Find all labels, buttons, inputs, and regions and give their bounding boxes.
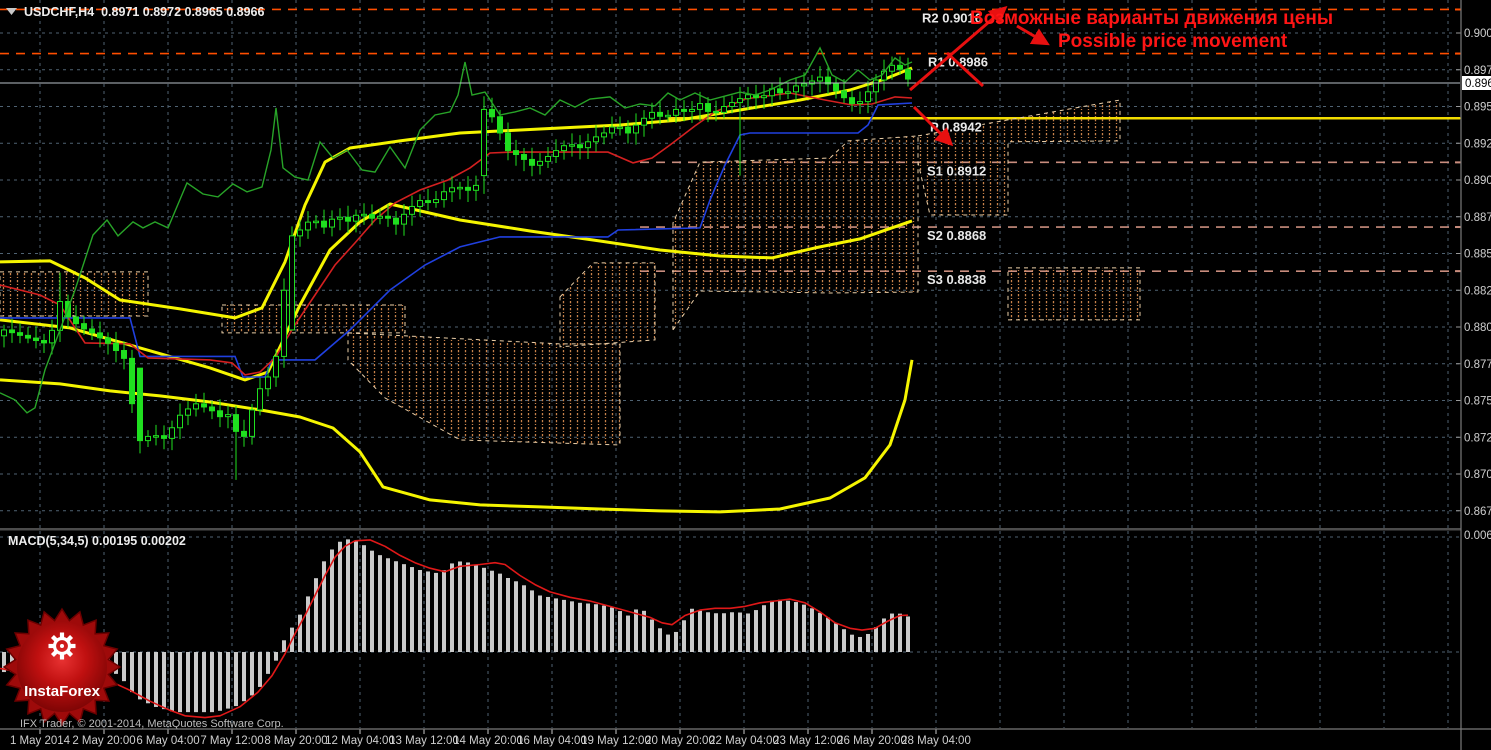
ichimoku-cloud-layer: [0, 99, 1141, 446]
svg-text:2 May 20:00: 2 May 20:00: [72, 735, 135, 747]
current-price-badge-text: 0.8966: [1465, 78, 1491, 90]
annotation-ru: Возможные варианты движения цены: [970, 8, 1333, 29]
svg-text:0.8925: 0.8925: [1464, 138, 1491, 150]
macd-label: MACD(5,34,5) 0.00195 0.00202: [8, 534, 186, 548]
svg-text:7 May 12:00: 7 May 12:00: [200, 735, 263, 747]
svg-text:0.8825: 0.8825: [1464, 285, 1491, 297]
svg-text:28 May 04:00: 28 May 04:00: [901, 735, 971, 747]
macd-scale-max-label: 0.00631: [1464, 530, 1491, 542]
current-price-badge: 0.8966: [1462, 76, 1491, 90]
candles-layer: [1, 56, 911, 480]
copyright-label: IFX Trader, © 2001-2014, MetaQuotes Soft…: [20, 718, 284, 730]
svg-text:22 May 04:00: 22 May 04:00: [709, 735, 779, 747]
symbol-dropdown-icon[interactable]: [6, 8, 17, 15]
svg-text:16 May 04:00: 16 May 04:00: [517, 735, 587, 747]
svg-text:13 May 12:00: 13 May 12:00: [389, 735, 459, 747]
annotation-en: Possible price movement: [1058, 31, 1288, 52]
svg-text:23 May 12:00: 23 May 12:00: [773, 735, 843, 747]
forecast-arrows[interactable]: [909, 6, 1050, 147]
chart-header: USDCHF,H4 0.8971 0.8972 0.8965 0.8966: [6, 5, 264, 19]
bollinger-bands-layer: [0, 66, 914, 514]
svg-text:8 May 20:00: 8 May 20:00: [264, 735, 327, 747]
svg-text:0.8875: 0.8875: [1464, 212, 1491, 224]
svg-text:26 May 20:00: 26 May 20:00: [837, 735, 907, 747]
svg-text:6 May 04:00: 6 May 04:00: [136, 735, 199, 747]
svg-text:0.8725: 0.8725: [1464, 432, 1491, 444]
kijun-line: [0, 102, 913, 378]
svg-text:12 May 04:00: 12 May 04:00: [325, 735, 395, 747]
time-axis[interactable]: 1 May 2014 2 May 20:00 6 May 04:00 7 May 12…: [10, 729, 971, 747]
svg-text:14 May 20:00: 14 May 20:00: [453, 735, 523, 747]
tenkan-line: [0, 92, 913, 376]
pivot-label-r2: R2 0.9016: [922, 10, 982, 25]
chart-title: USDCHF,H4 0.8971 0.8972 0.8965 0.8966: [24, 5, 264, 19]
highs-green-line: [0, 46, 913, 414]
logo-brand-label: InstaForex: [24, 683, 101, 700]
svg-text:0.8975: 0.8975: [1464, 65, 1491, 77]
pivot-label-s3: S3 0.8838: [927, 272, 986, 287]
svg-text:0.8675: 0.8675: [1464, 506, 1491, 518]
svg-text:1 May 2014: 1 May 2014: [10, 735, 71, 747]
svg-text:20 May 20:00: 20 May 20:00: [645, 735, 715, 747]
gear-icon: [48, 632, 76, 660]
svg-text:19 May 12:00: 19 May 12:00: [581, 735, 651, 747]
pivot-label-s2: S2 0.8868: [927, 228, 986, 243]
pivot-label-s1: S1 0.8912: [927, 163, 986, 178]
svg-text:0.8775: 0.8775: [1464, 359, 1491, 371]
instaforex-logo: [2, 607, 122, 727]
